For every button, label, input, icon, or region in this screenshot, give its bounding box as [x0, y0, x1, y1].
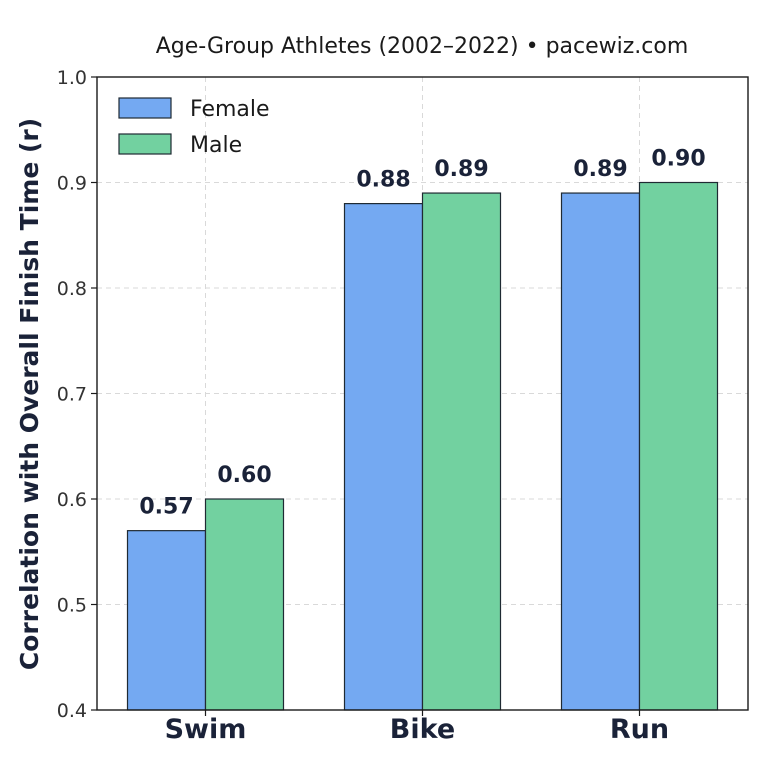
bars [126, 181, 719, 711]
x-ticks: Swim Bike Run [165, 710, 669, 745]
x-tick-label: Bike [390, 714, 455, 745]
y-tick-label: 0.8 [57, 278, 87, 300]
x-tick-label: Run [610, 714, 669, 745]
x-tick-label: Swim [165, 714, 247, 745]
value-label: 0.60 [217, 463, 271, 488]
y-tick-label: 0.4 [57, 700, 87, 722]
y-tick-label: 0.9 [57, 173, 87, 195]
bar-male-bike [421, 192, 502, 711]
legend-swatch-female [118, 97, 172, 119]
bar-female-bike [343, 203, 424, 711]
value-labels: 0.57 0.60 0.88 0.89 0.89 0.90 [139, 147, 705, 520]
y-ticks: 0.4 0.5 0.6 0.7 0.8 0.9 1.0 [57, 67, 97, 722]
bar-female-swim [126, 530, 207, 711]
y-tick-label: 0.6 [57, 489, 87, 511]
y-tick-label: 0.7 [57, 384, 87, 406]
y-axis-label: Correlation with Overall Finish Time (r) [15, 118, 44, 670]
legend-label-female: Female [190, 97, 270, 122]
bar-male-swim [204, 498, 285, 711]
value-label: 0.89 [573, 157, 627, 182]
legend-label-male: Male [190, 133, 242, 158]
bar-male-run [638, 181, 719, 711]
y-tick-label: 0.5 [57, 595, 87, 617]
chart-title: Age-Group Athletes (2002–2022) • pacewiz… [156, 34, 689, 59]
value-label: 0.90 [651, 147, 705, 172]
y-tick-label: 1.0 [57, 67, 87, 89]
legend: Female Male [118, 97, 270, 158]
value-label: 0.88 [356, 168, 410, 193]
legend-swatch-male [118, 133, 172, 155]
value-label: 0.89 [434, 157, 488, 182]
bar-female-run [560, 192, 641, 711]
value-label: 0.57 [139, 495, 193, 520]
